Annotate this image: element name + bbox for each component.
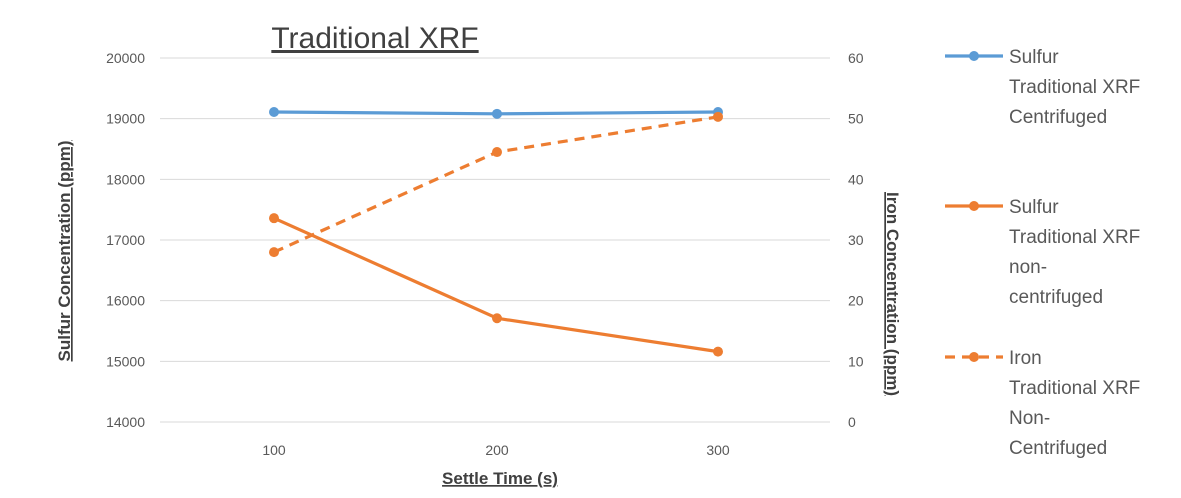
legend-label-line: Traditional XRF <box>1009 227 1140 248</box>
legend-swatch-marker <box>969 51 979 61</box>
chart-title: Traditional XRF <box>271 22 478 55</box>
legend-label-line: Sulfur <box>1009 47 1059 68</box>
data-point-s3-2 <box>492 147 502 158</box>
y-tick-label: 15000 <box>106 353 145 369</box>
legend-label-line: Centrifuged <box>1009 438 1107 459</box>
legend-label-line: Traditional XRF <box>1009 378 1140 399</box>
y-tick-label: 18000 <box>106 171 145 187</box>
y2-tick-label: 20 <box>848 293 864 309</box>
y2-tick-label: 50 <box>848 111 864 127</box>
y2-tick-label: 40 <box>848 171 864 187</box>
data-point-s1-2 <box>492 108 502 119</box>
y2-axis-title: Iron Concentration (ppm) <box>883 192 902 396</box>
y2-tick-label: 30 <box>848 232 864 248</box>
series-line-2 <box>273 216 719 354</box>
data-point-s3-1 <box>269 247 279 258</box>
legend-label-line: centrifuged <box>1009 287 1103 308</box>
x-tick-label: 300 <box>706 442 730 458</box>
y-axis-title: Sulfur Concentration (ppm) <box>55 141 74 362</box>
data-point-s2-1 <box>269 213 279 224</box>
data-point-s2-2 <box>492 313 502 324</box>
y-axis-ticks: 14000 15000 16000 17000 18000 19000 20000 <box>106 50 145 430</box>
legend-swatch-marker <box>969 201 979 211</box>
legend-label-line: non- <box>1009 257 1047 278</box>
x-tick-label: 200 <box>485 442 509 458</box>
y-tick-label: 17000 <box>106 232 145 248</box>
x-axis-title: Settle Time (s) <box>442 469 558 488</box>
legend-label-line: Non- <box>1009 408 1050 429</box>
data-point-s3-3 <box>713 111 723 122</box>
y2-axis-ticks: 0 10 20 30 40 50 60 <box>848 50 864 430</box>
legend-label-line: Centrifuged <box>1009 107 1107 128</box>
legend-label-line: Sulfur <box>1009 197 1059 218</box>
series-line-3 <box>273 115 719 254</box>
y-tick-label: 20000 <box>106 50 145 66</box>
y-tick-label: 19000 <box>106 111 145 127</box>
series-points <box>269 106 723 357</box>
gridlines <box>160 57 830 423</box>
y2-tick-label: 10 <box>848 353 864 369</box>
y2-tick-label: 0 <box>848 414 856 430</box>
x-tick-label: 100 <box>262 442 286 458</box>
legend-swatch-marker <box>969 352 979 362</box>
y-tick-label: 14000 <box>106 414 145 430</box>
legend-label-line: Traditional XRF <box>1009 77 1140 98</box>
x-axis-ticks: 100 200 300 <box>262 442 730 458</box>
data-point-s2-3 <box>713 346 723 357</box>
data-point-s1-1 <box>269 106 279 117</box>
legend: Sulfur Traditional XRF Centrifuged Sulfur Tr… <box>945 47 1140 459</box>
y2-tick-label: 60 <box>848 50 864 66</box>
legend-item-3: Iron Traditional XRF Non- Centrifuged <box>945 348 1140 459</box>
legend-label-line: Iron <box>1009 348 1042 369</box>
legend-item-1: Sulfur Traditional XRF Centrifuged <box>945 47 1140 128</box>
legend-item-2: Sulfur Traditional XRF non-centrifuged <box>945 197 1140 308</box>
y-tick-label: 16000 <box>106 293 145 309</box>
